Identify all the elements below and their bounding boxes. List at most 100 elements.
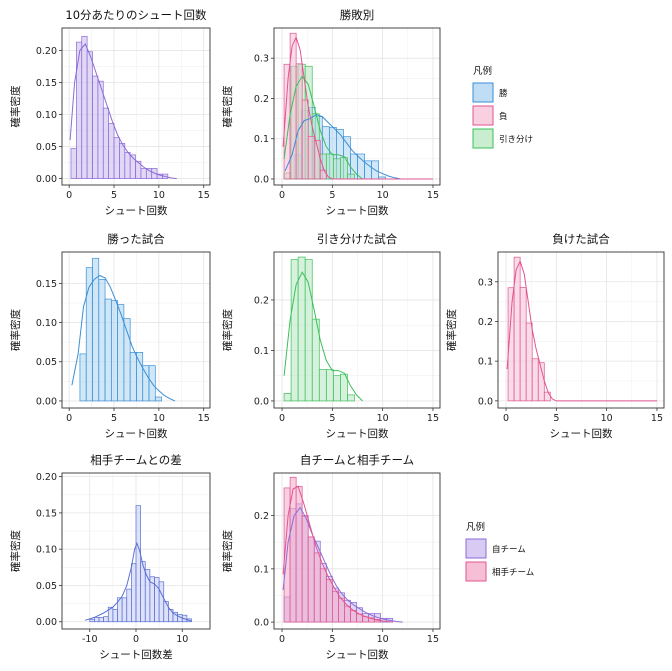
histogram-bar [163, 601, 169, 623]
legend-key [465, 538, 487, 559]
histogram-bar [304, 259, 313, 402]
legend-label: 引き分け [499, 135, 533, 145]
y-tick-label: 0.1 [254, 346, 269, 357]
panel-frame [61, 27, 211, 186]
density-line [506, 259, 657, 402]
panel-title: 負けた試合 [552, 232, 610, 246]
histogram-bar [104, 298, 112, 402]
histogram-bar [121, 597, 128, 623]
histogram-bar [307, 536, 315, 623]
histogram-bar [102, 107, 109, 179]
histogram-bar [92, 257, 100, 402]
y-axis-label: 確率密度 [9, 530, 22, 572]
histogram-bar [98, 617, 104, 623]
y-tick-label: 0.2 [254, 94, 269, 105]
x-tick-label: 0 [133, 634, 139, 645]
x-tick-label: 0 [279, 413, 285, 424]
y-tick-label: 0.3 [254, 54, 269, 65]
histogram-bar [86, 51, 93, 179]
y-tick-label: 0.3 [478, 277, 493, 288]
density-line [283, 271, 363, 402]
x-tick-label: 15 [427, 190, 439, 201]
density-line [282, 485, 393, 623]
y-tick-label: 0.10 [36, 110, 57, 121]
histogram-bar [325, 369, 334, 402]
histogram-bar [81, 35, 88, 179]
histogram-bar [97, 80, 104, 179]
y-tick-label: 0.20 [36, 46, 57, 57]
y-tick-label: 0.20 [36, 472, 57, 483]
y-axis-label: 確率密度 [9, 309, 22, 351]
legend-title: 凡例 [473, 65, 492, 77]
histogram-bar [333, 158, 341, 180]
y-tick-label: 0.1 [254, 564, 269, 575]
x-tick-label: 5 [111, 413, 117, 424]
series-0 [507, 256, 551, 402]
y-tick-label: 0.00 [36, 617, 57, 628]
y-tick-label: 0.15 [36, 78, 57, 89]
panel-title: 勝った試合 [107, 232, 165, 246]
y-tick-label: 0.0 [254, 618, 269, 629]
x-tick-label: -10 [82, 634, 98, 645]
y-tick-label: 0.05 [36, 357, 57, 368]
histogram-bar [110, 300, 118, 402]
x-tick-label: 0 [279, 190, 285, 201]
y-tick-label: 0.0 [478, 396, 493, 407]
y-tick-label: 0.15 [36, 279, 57, 290]
legend-key [472, 105, 494, 126]
x-tick-label: 10 [153, 413, 165, 424]
y-tick-label: 0.00 [36, 174, 57, 185]
density-line [283, 75, 363, 180]
histogram-bar [76, 41, 83, 179]
x-axis-label: シュート回数 [326, 648, 389, 661]
histogram-bar [70, 148, 77, 179]
legend-label: 自チーム [492, 544, 526, 555]
x-tick-label: 5 [329, 190, 335, 201]
histogram-bar [108, 123, 115, 179]
x-tick-label: 0 [66, 190, 72, 201]
y-tick-label: 0.2 [478, 317, 493, 328]
histogram-bar [135, 505, 141, 623]
histogram-bar [119, 142, 126, 179]
histogram-bar [79, 353, 87, 402]
x-axis-label: シュート回数 [550, 427, 613, 440]
panel-title: 勝敗別 [340, 8, 375, 22]
x-tick-label: 10 [153, 190, 165, 201]
density-line [69, 43, 177, 180]
panel-frame [61, 251, 211, 409]
histogram-bar [168, 609, 174, 623]
y-axis-label: 確率密度 [221, 309, 234, 351]
x-tick-label: 10 [377, 190, 389, 201]
histogram-bar [319, 568, 327, 623]
panel-title: 引き分けた試合 [317, 232, 398, 246]
density-line [71, 274, 176, 402]
x-tick-label: 15 [198, 190, 210, 201]
x-tick-label: 10 [601, 413, 613, 424]
histogram-bar [295, 485, 303, 623]
histogram-bar [519, 286, 527, 402]
x-axis-label: シュート回数 [105, 204, 168, 217]
histogram-bar [131, 563, 137, 623]
histogram-bar [283, 393, 292, 402]
x-tick-label: 5 [329, 413, 335, 424]
y-tick-label: 0.05 [36, 142, 57, 153]
y-tick-label: 0.1 [478, 357, 493, 368]
histogram-bar [340, 373, 348, 402]
panel-frame [273, 251, 441, 409]
x-tick-label: 10 [377, 413, 389, 424]
histogram-bar [319, 169, 327, 180]
histogram-bar [158, 581, 165, 623]
legend-label: 勝 [499, 88, 508, 99]
legend-title: 凡例 [466, 521, 485, 533]
y-axis-label: 確率密度 [221, 85, 234, 127]
x-axis-label: シュート回数 [326, 427, 389, 440]
y-tick-label: 0.00 [36, 396, 57, 407]
histogram-bar [307, 135, 315, 180]
histogram-bar [313, 552, 321, 623]
y-tick-label: 0.2 [254, 511, 269, 522]
y-tick-label: 0.10 [36, 545, 57, 556]
x-tick-label: 0 [66, 413, 72, 424]
